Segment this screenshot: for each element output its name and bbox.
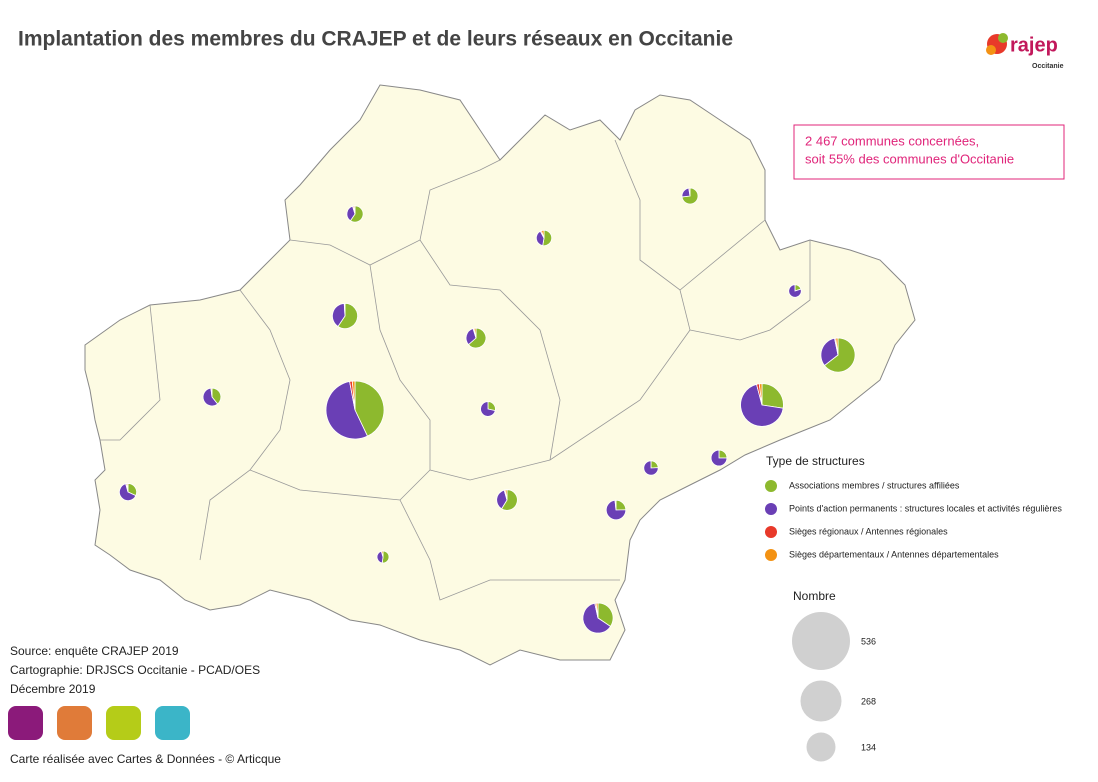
palette-swatch xyxy=(8,706,43,740)
pie-slice xyxy=(681,187,699,205)
legend-title: Type de structures xyxy=(766,454,865,468)
pie-slice xyxy=(467,327,487,349)
pie-slice xyxy=(343,303,346,317)
pie-slice xyxy=(688,187,691,197)
pie-slice xyxy=(740,383,784,427)
pie-slice xyxy=(788,284,802,298)
pie-slice xyxy=(542,229,553,247)
size-label: 268 xyxy=(861,696,876,706)
pie-slice xyxy=(325,381,369,440)
legend-swatch xyxy=(765,480,777,492)
pie-slice xyxy=(473,327,477,339)
legend-label: Points d'action permanents : structures … xyxy=(789,503,1062,513)
pie-slice xyxy=(332,303,346,328)
pie-slice xyxy=(381,550,390,564)
note-line: soit 55% des communes d'Occitanie xyxy=(805,151,1014,166)
cartography: Cartographie: DRJSCS Occitanie - PCAD/OE… xyxy=(10,663,260,677)
border xyxy=(249,264,431,501)
logo-region: Occitanie xyxy=(1032,63,1064,70)
pie-slice xyxy=(835,337,839,356)
pie-slice xyxy=(504,489,508,501)
pie-slice xyxy=(761,383,784,409)
border xyxy=(614,139,766,291)
size-label: 536 xyxy=(861,636,876,646)
title: Implantation des membres du CRAJEP et de… xyxy=(18,28,733,51)
symbols xyxy=(119,187,856,634)
pie-slice xyxy=(758,383,763,406)
legend-label: Sièges régionaux / Antennes régionales xyxy=(789,526,948,536)
pie-slice xyxy=(354,380,385,437)
size-legend-title: Nombre xyxy=(793,589,836,603)
pie-slice xyxy=(380,550,384,558)
legend-swatch xyxy=(765,503,777,515)
size-legend: 536 268 134 xyxy=(792,612,876,762)
legend-label: Associations membres / structures affili… xyxy=(789,480,960,490)
legend-swatch xyxy=(765,526,777,538)
pie-slice xyxy=(820,337,839,367)
note-line: 2 467 communes concernées, xyxy=(805,133,979,148)
border xyxy=(199,289,291,561)
border xyxy=(429,289,691,481)
pie-slice xyxy=(823,337,856,373)
pie-slice xyxy=(349,205,364,223)
size-circle xyxy=(806,732,836,762)
department-borders xyxy=(100,139,811,601)
region-outline xyxy=(84,84,916,666)
logo-word: rajep xyxy=(1010,34,1058,56)
pie-slice xyxy=(211,387,222,405)
pie-slice xyxy=(119,483,137,501)
pie-slice xyxy=(643,460,659,476)
pie-slice xyxy=(202,387,219,407)
size-circle xyxy=(800,680,842,722)
pie-slice xyxy=(614,499,617,511)
pie-slice xyxy=(353,205,356,215)
pie-slice xyxy=(351,380,356,411)
palette-swatch xyxy=(57,706,92,740)
pie-slice xyxy=(501,489,518,511)
logo-icon xyxy=(998,33,1008,43)
pie-slice xyxy=(210,387,213,398)
pie-slice xyxy=(126,483,129,493)
border xyxy=(419,239,561,461)
logo: rajep Occitanie xyxy=(986,33,1064,70)
border xyxy=(399,499,620,601)
pie-slice xyxy=(337,303,358,329)
pie-slice xyxy=(595,602,599,619)
palette-swatch xyxy=(106,706,141,740)
logo-icon xyxy=(986,45,996,55)
border xyxy=(100,304,161,441)
pie-slice xyxy=(496,489,508,510)
note-box xyxy=(793,124,1065,180)
pie-slice xyxy=(540,229,545,239)
pie-slice xyxy=(582,602,612,634)
palette-swatch xyxy=(155,706,190,740)
legend-label: Sièges départementaux / Antennes départe… xyxy=(789,549,999,559)
credit: Carte réalisée avec Cartes & Données - ©… xyxy=(10,752,281,766)
pie-slice xyxy=(597,602,614,628)
pie-slice xyxy=(480,401,496,417)
size-circle xyxy=(792,612,850,670)
legend-swatch xyxy=(765,549,777,561)
date: Décembre 2019 xyxy=(10,682,96,696)
size-label: 134 xyxy=(861,742,876,752)
source: Source: enquête CRAJEP 2019 xyxy=(10,644,179,658)
pie-slice xyxy=(710,449,728,467)
border xyxy=(689,240,811,341)
legend: Associations membres / structures affili… xyxy=(765,480,1062,561)
